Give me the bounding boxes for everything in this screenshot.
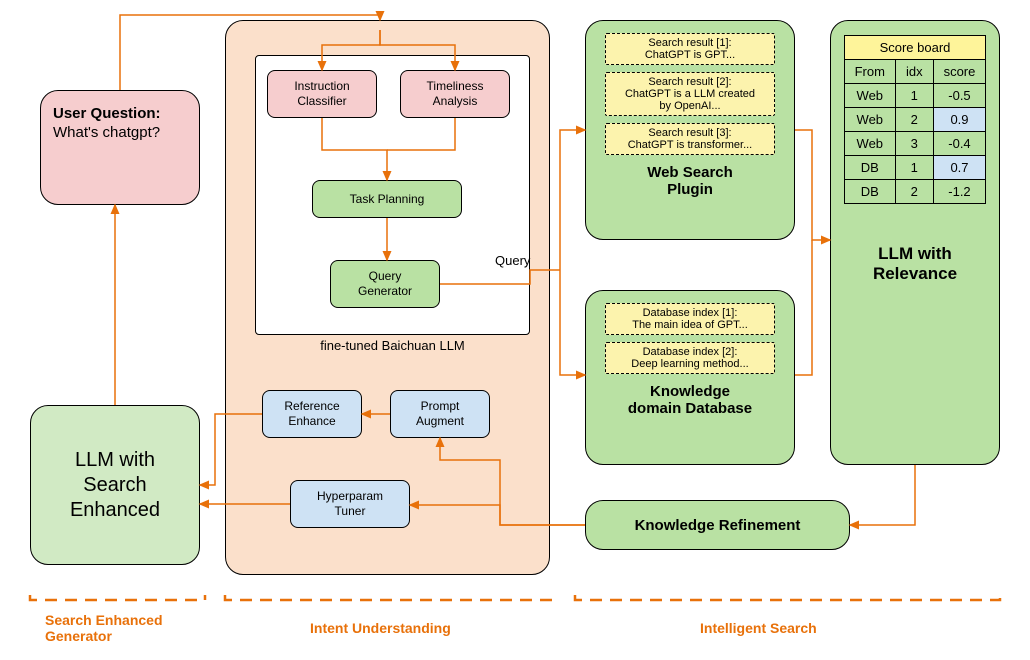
db-result-2-text: Database index [2]: Deep learning method… <box>631 346 748 370</box>
query-generator-label: Query Generator <box>358 269 412 299</box>
task-planning-label: Task Planning <box>350 192 425 207</box>
llm-search-enhanced-label: LLM with Search Enhanced <box>70 448 160 523</box>
section-intent: Intent Understanding <box>310 620 451 636</box>
knowledge-db-box: Database index [1]: The main idea of GPT… <box>585 290 795 465</box>
web-search-plugin-box: Search result [1]: ChatGPT is GPT... Sea… <box>585 20 795 240</box>
instruction-classifier-box: Instruction Classifier <box>267 70 377 118</box>
knowledge-db-title: Knowledge domain Database <box>628 383 752 417</box>
section-generator: Search Enhanced Generator <box>45 612 163 644</box>
llm-caption: fine-tuned Baichuan LLM <box>255 338 530 353</box>
db-result-1-text: Database index [1]: The main idea of GPT… <box>632 307 748 331</box>
search-result-1: Search result [1]: ChatGPT is GPT... <box>605 33 775 65</box>
query-generator-box: Query Generator <box>330 260 440 308</box>
llm-relevance-box: Score boardFromidxscoreWeb1-0.5Web20.9We… <box>830 20 1000 465</box>
knowledge-refinement-label: Knowledge Refinement <box>635 517 801 534</box>
web-search-title: Web Search Plugin <box>647 164 733 198</box>
llm-search-enhanced-box: LLM with Search Enhanced <box>30 405 200 565</box>
task-planning-box: Task Planning <box>312 180 462 218</box>
user-question-title: User Question: <box>53 105 161 122</box>
timeliness-analysis-label: Timeliness Analysis <box>427 79 484 109</box>
search-result-3: Search result [3]: ChatGPT is transforme… <box>605 123 775 155</box>
prompt-augment-box: Prompt Augment <box>390 390 490 438</box>
search-result-2-text: Search result [2]: ChatGPT is a LLM crea… <box>625 76 755 112</box>
search-result-2: Search result [2]: ChatGPT is a LLM crea… <box>605 72 775 116</box>
db-result-1: Database index [1]: The main idea of GPT… <box>605 303 775 335</box>
score-table: Score boardFromidxscoreWeb1-0.5Web20.9We… <box>844 35 987 204</box>
hyperparam-tuner-box: Hyperparam Tuner <box>290 480 410 528</box>
reference-enhance-box: Reference Enhance <box>262 390 362 438</box>
reference-enhance-label: Reference Enhance <box>284 399 339 429</box>
query-label: Query <box>495 253 530 268</box>
prompt-augment-label: Prompt Augment <box>416 399 464 429</box>
user-question-box: User Question: What's chatgpt? <box>40 90 200 205</box>
timeliness-analysis-box: Timeliness Analysis <box>400 70 510 118</box>
user-question-body: What's chatgpt? <box>53 124 160 141</box>
instruction-classifier-label: Instruction Classifier <box>294 79 349 109</box>
llm-relevance-label: LLM with Relevance <box>873 244 957 284</box>
search-result-1-text: Search result [1]: ChatGPT is GPT... <box>645 37 735 61</box>
section-search: Intelligent Search <box>700 620 817 636</box>
db-result-2: Database index [2]: Deep learning method… <box>605 342 775 374</box>
search-result-3-text: Search result [3]: ChatGPT is transforme… <box>628 127 753 151</box>
hyperparam-tuner-label: Hyperparam Tuner <box>317 489 383 519</box>
knowledge-refinement-box: Knowledge Refinement <box>585 500 850 550</box>
